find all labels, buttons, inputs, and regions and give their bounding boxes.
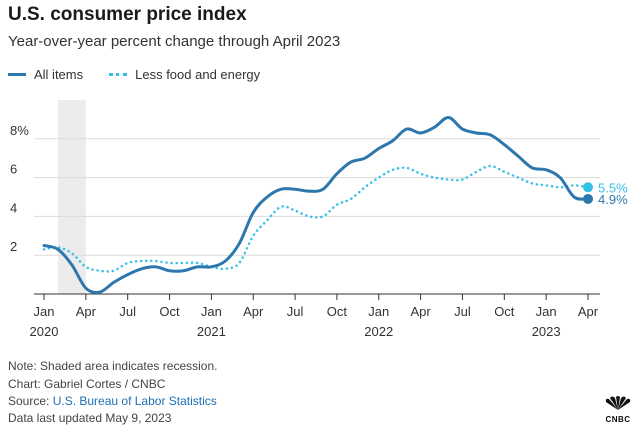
x-tick-label: Jul bbox=[119, 304, 136, 319]
line-chart: 2 4 6 8% Jan 2020 Apr Jul Oct Jan 2021 Apr Jul Oct Jan… bbox=[10, 100, 628, 339]
x-tick-label: Apr bbox=[410, 304, 431, 319]
x-tick-year-label: 2023 bbox=[532, 324, 561, 339]
x-tick-label: Apr bbox=[76, 304, 97, 319]
y-tick-label: 6 bbox=[10, 162, 17, 177]
legend-item-all-items: All items bbox=[8, 67, 83, 82]
logo-text: CNBC bbox=[605, 415, 631, 424]
x-tick-year-label: 2020 bbox=[30, 324, 59, 339]
x-tick-label: Oct bbox=[159, 304, 180, 319]
y-tick-label: 8% bbox=[10, 123, 29, 138]
x-tick-label: Jan bbox=[536, 304, 557, 319]
legend-label-all-items: All items bbox=[34, 67, 84, 82]
x-tick-label: Jan bbox=[201, 304, 222, 319]
x-tick-label: Jul bbox=[454, 304, 471, 319]
end-label-core: 5.5% bbox=[598, 180, 628, 195]
cnbc-logo: CNBC bbox=[602, 396, 634, 424]
legend-label-core: Less food and energy bbox=[135, 67, 261, 82]
footer-note: Note: Shaded area indicates recession. bbox=[8, 359, 218, 373]
legend-item-core: Less food and energy bbox=[109, 67, 260, 82]
x-tick-label: Apr bbox=[578, 304, 599, 319]
x-tick-label: Apr bbox=[243, 304, 264, 319]
x-tick-label: Jul bbox=[287, 304, 304, 319]
y-tick-label: 4 bbox=[10, 200, 17, 215]
chart-subtitle: Year-over-year percent change through Ap… bbox=[8, 33, 341, 50]
end-marker-all-items bbox=[583, 193, 593, 204]
nbc-peacock-icon bbox=[605, 396, 631, 410]
footer-source-prefix: Source: bbox=[8, 394, 50, 408]
legend: All items Less food and energy bbox=[8, 67, 286, 82]
x-tick-label: Oct bbox=[494, 304, 515, 319]
x-tick-year-label: 2022 bbox=[364, 324, 393, 339]
legend-swatch-solid bbox=[8, 73, 26, 76]
footer-chart-credit: Chart: Gabriel Cortes / CNBC bbox=[8, 377, 166, 391]
legend-swatch-dotted bbox=[109, 73, 128, 76]
source-link[interactable]: U.S. Bureau of Labor Statistics bbox=[52, 394, 217, 408]
footer-updated: Data last updated May 9, 2023 bbox=[8, 411, 172, 425]
series-line-all-items bbox=[42, 115, 590, 294]
end-label-all-items: 4.9% bbox=[598, 192, 628, 207]
footer-source: Source: U.S. Bureau of Labor Statistics bbox=[8, 394, 217, 408]
chart-title: U.S. consumer price index bbox=[8, 4, 247, 25]
x-tick-year-label: 2021 bbox=[197, 324, 226, 339]
y-tick-label: 2 bbox=[10, 239, 17, 254]
x-tick-label: Oct bbox=[327, 304, 348, 319]
x-tick-label: Jan bbox=[34, 304, 55, 319]
end-marker-core bbox=[583, 182, 593, 193]
series-line-core bbox=[42, 164, 590, 273]
x-tick-label: Jan bbox=[368, 304, 389, 319]
